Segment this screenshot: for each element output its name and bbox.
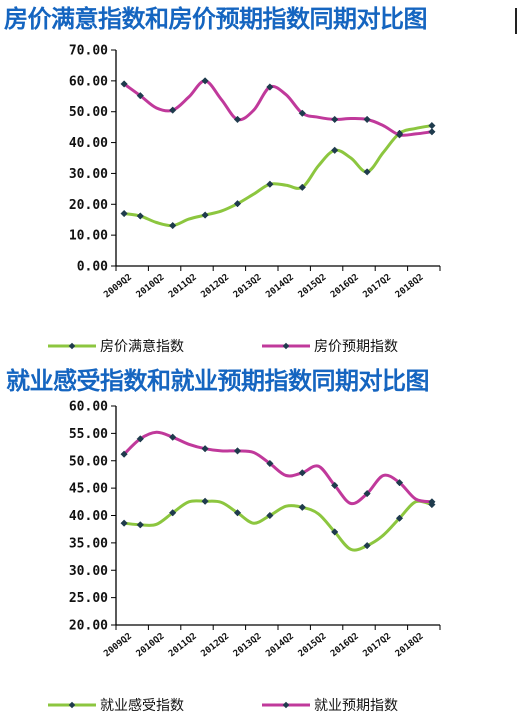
data-point bbox=[136, 212, 144, 220]
data-point bbox=[331, 146, 339, 154]
data-point bbox=[266, 459, 274, 468]
data-point bbox=[331, 481, 339, 490]
data-point bbox=[169, 433, 177, 441]
text-cursor bbox=[515, 8, 517, 34]
data-point bbox=[233, 115, 242, 124]
data-point bbox=[233, 447, 242, 455]
data-point bbox=[201, 77, 209, 85]
data-point bbox=[266, 83, 274, 91]
legend-swatch-marker bbox=[282, 701, 290, 709]
legend-swatch-marker bbox=[68, 701, 76, 709]
data-point bbox=[201, 211, 209, 219]
series-line-0 bbox=[123, 499, 433, 552]
y-tick-label: 25.00 bbox=[69, 591, 108, 606]
data-point bbox=[266, 511, 274, 520]
data-point bbox=[201, 497, 209, 505]
data-point bbox=[136, 435, 144, 443]
data-point bbox=[428, 128, 436, 136]
y-tick-label: 50.00 bbox=[69, 454, 108, 469]
legend-swatch-marker bbox=[68, 342, 76, 350]
data-point bbox=[395, 131, 404, 139]
data-point bbox=[428, 498, 436, 506]
data-point bbox=[363, 541, 371, 550]
data-point bbox=[395, 478, 404, 487]
y-tick-label: 45.00 bbox=[69, 482, 108, 497]
y-tick-label: 35.00 bbox=[69, 536, 108, 551]
data-point bbox=[331, 115, 339, 124]
y-tick-label: 50.00 bbox=[69, 105, 108, 120]
y-tick-label: 10.00 bbox=[69, 229, 108, 244]
legend-label: 就业感受指数 bbox=[100, 697, 184, 714]
data-point bbox=[363, 115, 371, 124]
series-line-1 bbox=[123, 430, 433, 506]
y-tick-label: 60.00 bbox=[69, 400, 108, 415]
y-tick-label: 40.00 bbox=[69, 509, 108, 524]
x-tick-label: 2017Q2 bbox=[361, 631, 393, 659]
data-point bbox=[363, 168, 371, 176]
y-tick-label: 20.00 bbox=[69, 619, 108, 634]
x-tick-label: 2010Q2 bbox=[135, 631, 167, 659]
y-tick-label: 30.00 bbox=[69, 167, 108, 182]
y-tick-label: 55.00 bbox=[69, 427, 108, 442]
x-tick-label: 2018Q2 bbox=[394, 631, 426, 659]
data-point bbox=[298, 109, 306, 117]
data-point bbox=[169, 509, 177, 517]
data-point bbox=[201, 445, 209, 453]
data-point bbox=[120, 519, 128, 527]
x-tick-label: 2015Q2 bbox=[297, 631, 329, 659]
data-point bbox=[136, 92, 144, 100]
x-tick-label: 2011Q2 bbox=[167, 631, 199, 659]
x-tick-label: 2012Q2 bbox=[199, 631, 231, 659]
legend-label: 房价满意指数 bbox=[100, 338, 184, 355]
y-tick-label: 40.00 bbox=[69, 136, 108, 151]
data-point bbox=[233, 200, 242, 208]
data-point bbox=[298, 183, 306, 191]
data-point bbox=[169, 106, 177, 114]
x-tick-label: 2009Q2 bbox=[102, 631, 134, 659]
data-point bbox=[136, 521, 144, 529]
data-point bbox=[395, 514, 404, 522]
data-point bbox=[298, 503, 306, 511]
x-tick-label: 2013Q2 bbox=[232, 631, 264, 659]
data-point bbox=[120, 80, 128, 88]
y-tick-label: 60.00 bbox=[69, 74, 108, 89]
data-point bbox=[331, 528, 339, 536]
y-tick-label: 30.00 bbox=[69, 564, 108, 579]
legend-label: 就业预期指数 bbox=[314, 698, 398, 714]
legend-label: 房价预期指数 bbox=[314, 339, 398, 355]
data-point bbox=[120, 450, 128, 458]
data-point bbox=[266, 180, 274, 188]
data-point bbox=[233, 509, 242, 517]
y-tick-label: 20.00 bbox=[69, 198, 108, 213]
data-point bbox=[120, 209, 128, 218]
y-tick-label: 0.00 bbox=[77, 260, 108, 275]
data-point bbox=[169, 221, 177, 230]
data-point bbox=[298, 469, 306, 477]
x-tick-label: 2016Q2 bbox=[329, 631, 361, 659]
y-tick-label: 70.00 bbox=[69, 44, 108, 59]
x-tick-label: 2014Q2 bbox=[264, 631, 296, 659]
data-point bbox=[363, 489, 371, 498]
legend-swatch-marker bbox=[282, 342, 290, 350]
chart-1-title: 房价满意指数和房价预期指数同期对比图 bbox=[4, 5, 428, 33]
chart-2-title: 就业感受指数和就业预期指数同期对比图 bbox=[6, 367, 430, 395]
